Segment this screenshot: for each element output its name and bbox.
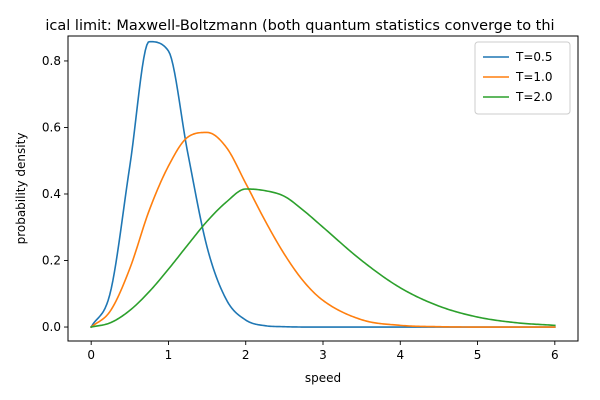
y-axis-label: probability density <box>14 133 28 245</box>
axis-ticks: 0 1 2 3 4 5 6 0.0 0.2 0.4 0.6 0.8 <box>42 54 559 362</box>
y-tick-label: 0.8 <box>42 54 61 68</box>
y-tick-label: 0.6 <box>42 120 61 134</box>
x-tick-label: 2 <box>242 348 250 362</box>
x-tick-label: 0 <box>87 348 95 362</box>
legend-label: T=1.0 <box>515 70 552 84</box>
x-axis-label: speed <box>305 371 341 385</box>
legend: T=0.5 T=1.0 T=2.0 <box>474 41 571 115</box>
y-tick-label: 0.4 <box>42 187 61 201</box>
plot-area <box>90 40 556 329</box>
x-tick-label: 3 <box>319 348 327 362</box>
legend-box <box>474 41 571 115</box>
y-tick-label: 0.0 <box>42 320 61 334</box>
series-line-2 <box>90 188 556 328</box>
x-tick-label: 6 <box>551 348 559 362</box>
legend-label: T=2.0 <box>515 90 552 104</box>
legend-label: T=0.5 <box>515 50 552 64</box>
x-tick-label: 4 <box>396 348 404 362</box>
series-line-1 <box>90 131 556 329</box>
x-tick-label: 1 <box>165 348 173 362</box>
x-tick-label: 5 <box>474 348 482 362</box>
y-tick-label: 0.2 <box>42 254 61 268</box>
chart-title: ical limit: Maxwell-Boltzmann (both quan… <box>45 18 554 34</box>
